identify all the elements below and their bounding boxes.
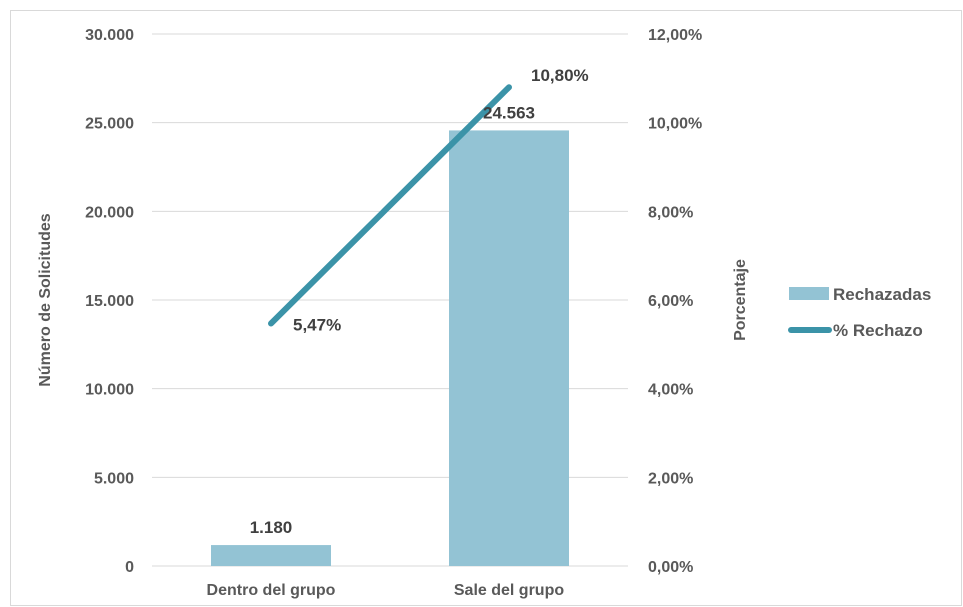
chart-frame <box>10 10 962 606</box>
y2-tick-label: 8,00% <box>648 204 693 221</box>
y-axis-title: Número de Solicitudes <box>37 213 54 386</box>
y2-tick-label: 10,00% <box>648 116 702 133</box>
line-series <box>268 84 512 327</box>
y-tick-label: 30.000 <box>85 27 134 44</box>
left-axis: 0 5.000 10.000 15.000 20.000 25.000 30.000 <box>85 27 134 576</box>
legend-swatch-rechazadas <box>789 287 829 300</box>
x-axis: Dentro del grupo Sale del grupo <box>207 582 565 599</box>
bar-value-label: 1.180 <box>250 518 293 537</box>
legend: Rechazadas % Rechazo <box>788 285 931 340</box>
bar <box>449 130 569 566</box>
y2-axis-title: Porcentaje <box>732 259 749 341</box>
y-tick-label: 25.000 <box>85 116 134 133</box>
y-tick-label: 15.000 <box>85 293 134 310</box>
right-axis: 0,00% 2,00% 4,00% 6,00% 8,00% 10,00% 12,00% <box>648 27 702 576</box>
y-tick-label: 0 <box>125 559 134 576</box>
y-tick-label: 10.000 <box>85 382 134 399</box>
bar <box>211 545 331 566</box>
y2-tick-label: 6,00% <box>648 293 693 310</box>
y2-tick-label: 2,00% <box>648 470 693 487</box>
legend-label-rechazadas: Rechazadas <box>833 285 931 304</box>
y-tick-label: 5.000 <box>94 470 134 487</box>
line-value-label: 5,47% <box>293 315 341 334</box>
y2-tick-label: 0,00% <box>648 559 693 576</box>
data-labels: 1.180 24.563 5,47% 10,80% <box>250 66 589 537</box>
legend-label-rechazo: % Rechazo <box>833 321 923 340</box>
x-tick-label: Sale del grupo <box>454 582 564 599</box>
x-tick-label: Dentro del grupo <box>207 582 336 599</box>
line-value-label: 10,80% <box>531 66 589 85</box>
y-tick-label: 20.000 <box>85 204 134 221</box>
rechazo-line <box>268 84 512 327</box>
y2-tick-label: 4,00% <box>648 382 693 399</box>
bar-series <box>211 130 569 566</box>
bar-value-label: 24.563 <box>483 103 535 122</box>
y2-tick-label: 12,00% <box>648 27 702 44</box>
